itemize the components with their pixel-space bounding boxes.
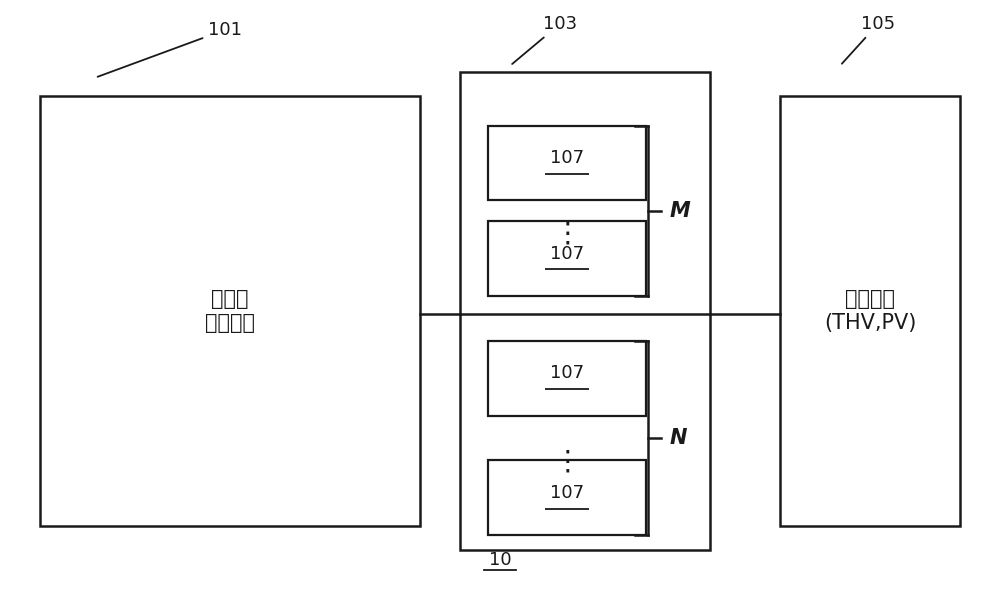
- Text: 105: 105: [842, 15, 895, 64]
- Bar: [460, 72, 710, 550]
- Bar: [780, 96, 960, 526]
- Text: 107: 107: [550, 245, 584, 263]
- Text: N: N: [670, 428, 688, 448]
- Text: 103: 103: [512, 15, 577, 64]
- Text: ⋮: ⋮: [553, 448, 581, 475]
- Bar: [488, 126, 646, 200]
- Text: 107: 107: [550, 149, 584, 167]
- Text: 电容式
触控面板: 电容式 触控面板: [205, 289, 255, 332]
- Text: ⋮: ⋮: [553, 219, 581, 247]
- Text: 107: 107: [550, 364, 584, 383]
- Bar: [40, 96, 420, 526]
- Bar: [488, 341, 646, 416]
- Text: 107: 107: [550, 484, 584, 502]
- Text: 10: 10: [489, 551, 511, 569]
- Text: 判断单元
(THV,PV): 判断单元 (THV,PV): [824, 289, 916, 332]
- Bar: [488, 460, 646, 535]
- Text: M: M: [670, 201, 691, 221]
- Bar: [488, 221, 646, 296]
- Text: 101: 101: [98, 21, 242, 77]
